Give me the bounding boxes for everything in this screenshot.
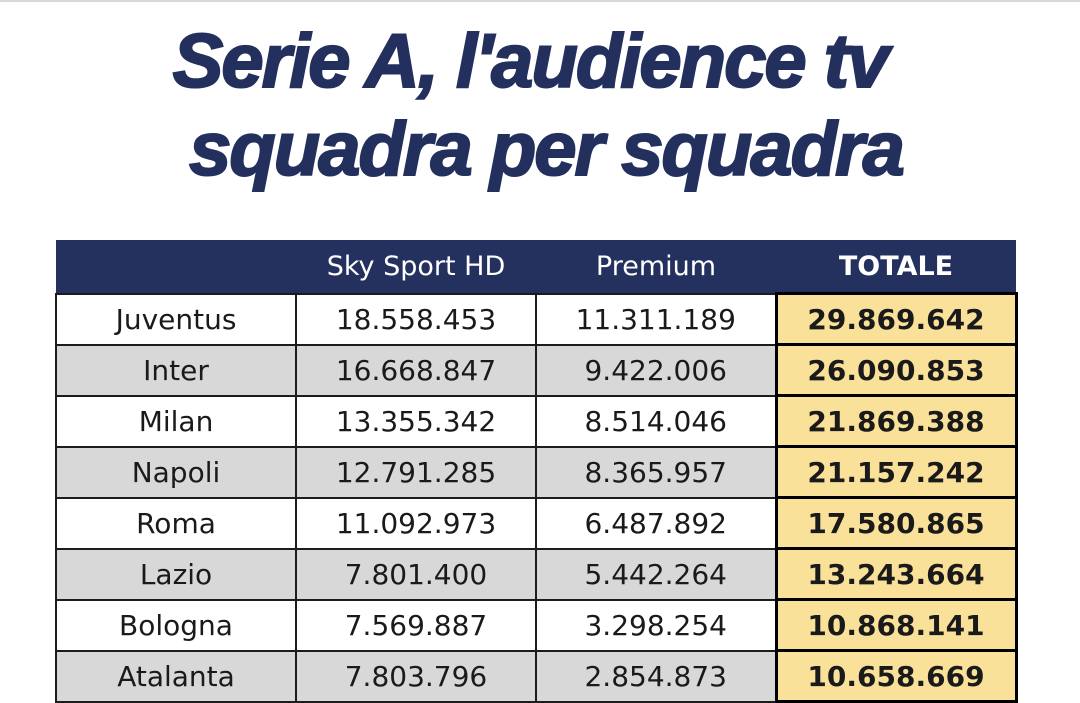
table-row: Juventus 18.558.453 11.311.189 29.869.64… xyxy=(55,292,1018,346)
total-cell: 21.157.242 xyxy=(774,445,1018,499)
premium-cell: 2.854.873 xyxy=(535,649,777,703)
total-cell: 10.658.669 xyxy=(774,649,1018,703)
sky-cell: 7.569.887 xyxy=(295,598,537,652)
header-totale: TOTALE xyxy=(776,240,1016,294)
sky-cell: 16.668.847 xyxy=(295,343,537,397)
team-cell: Roma xyxy=(55,496,297,550)
header-team xyxy=(56,240,296,294)
table-row: Atalanta 7.803.796 2.854.873 10.658.669 xyxy=(55,649,1018,703)
sky-cell: 12.791.285 xyxy=(295,445,537,499)
table-row: Bologna 7.569.887 3.298.254 10.868.141 xyxy=(55,598,1018,652)
team-cell: Atalanta xyxy=(55,649,297,703)
premium-cell: 9.422.006 xyxy=(535,343,777,397)
team-cell: Napoli xyxy=(55,445,297,499)
title-line-2: squadra per squadra xyxy=(188,106,906,193)
table-header-row: Sky Sport HD Premium TOTALE xyxy=(56,240,1016,294)
team-cell: Inter xyxy=(55,343,297,397)
team-cell: Bologna xyxy=(55,598,297,652)
sky-cell: 13.355.342 xyxy=(295,394,537,448)
sky-cell: 11.092.973 xyxy=(295,496,537,550)
premium-cell: 8.514.046 xyxy=(535,394,777,448)
header-premium: Premium xyxy=(536,240,776,294)
table-row: Napoli 12.791.285 8.365.957 21.157.242 xyxy=(55,445,1018,499)
title-line-1: Serie A, l'audience tv xyxy=(172,18,891,105)
total-cell: 26.090.853 xyxy=(774,343,1018,397)
team-cell: Juventus xyxy=(55,292,297,346)
page-title: Serie A, l'audience tv squadra per squad… xyxy=(0,18,1080,194)
premium-cell: 11.311.189 xyxy=(535,292,777,346)
top-divider xyxy=(0,0,1080,2)
sky-cell: 7.801.400 xyxy=(295,547,537,601)
sky-cell: 7.803.796 xyxy=(295,649,537,703)
premium-cell: 6.487.892 xyxy=(535,496,777,550)
table-row: Lazio 7.801.400 5.442.264 13.243.664 xyxy=(55,547,1018,601)
premium-cell: 3.298.254 xyxy=(535,598,777,652)
table-row: Inter 16.668.847 9.422.006 26.090.853 xyxy=(55,343,1018,397)
header-sky-sport-hd: Sky Sport HD xyxy=(296,240,536,294)
total-cell: 29.869.642 xyxy=(774,292,1018,346)
team-cell: Milan xyxy=(55,394,297,448)
premium-cell: 5.442.264 xyxy=(535,547,777,601)
table-row: Milan 13.355.342 8.514.046 21.869.388 xyxy=(55,394,1018,448)
total-cell: 17.580.865 xyxy=(774,496,1018,550)
table-row: Roma 11.092.973 6.487.892 17.580.865 xyxy=(55,496,1018,550)
total-cell: 13.243.664 xyxy=(774,547,1018,601)
team-cell: Lazio xyxy=(55,547,297,601)
premium-cell: 8.365.957 xyxy=(535,445,777,499)
sky-cell: 18.558.453 xyxy=(295,292,537,346)
audience-table: Sky Sport HD Premium TOTALE Juventus 18.… xyxy=(55,240,1018,703)
total-cell: 21.869.388 xyxy=(774,394,1018,448)
total-cell: 10.868.141 xyxy=(774,598,1018,652)
